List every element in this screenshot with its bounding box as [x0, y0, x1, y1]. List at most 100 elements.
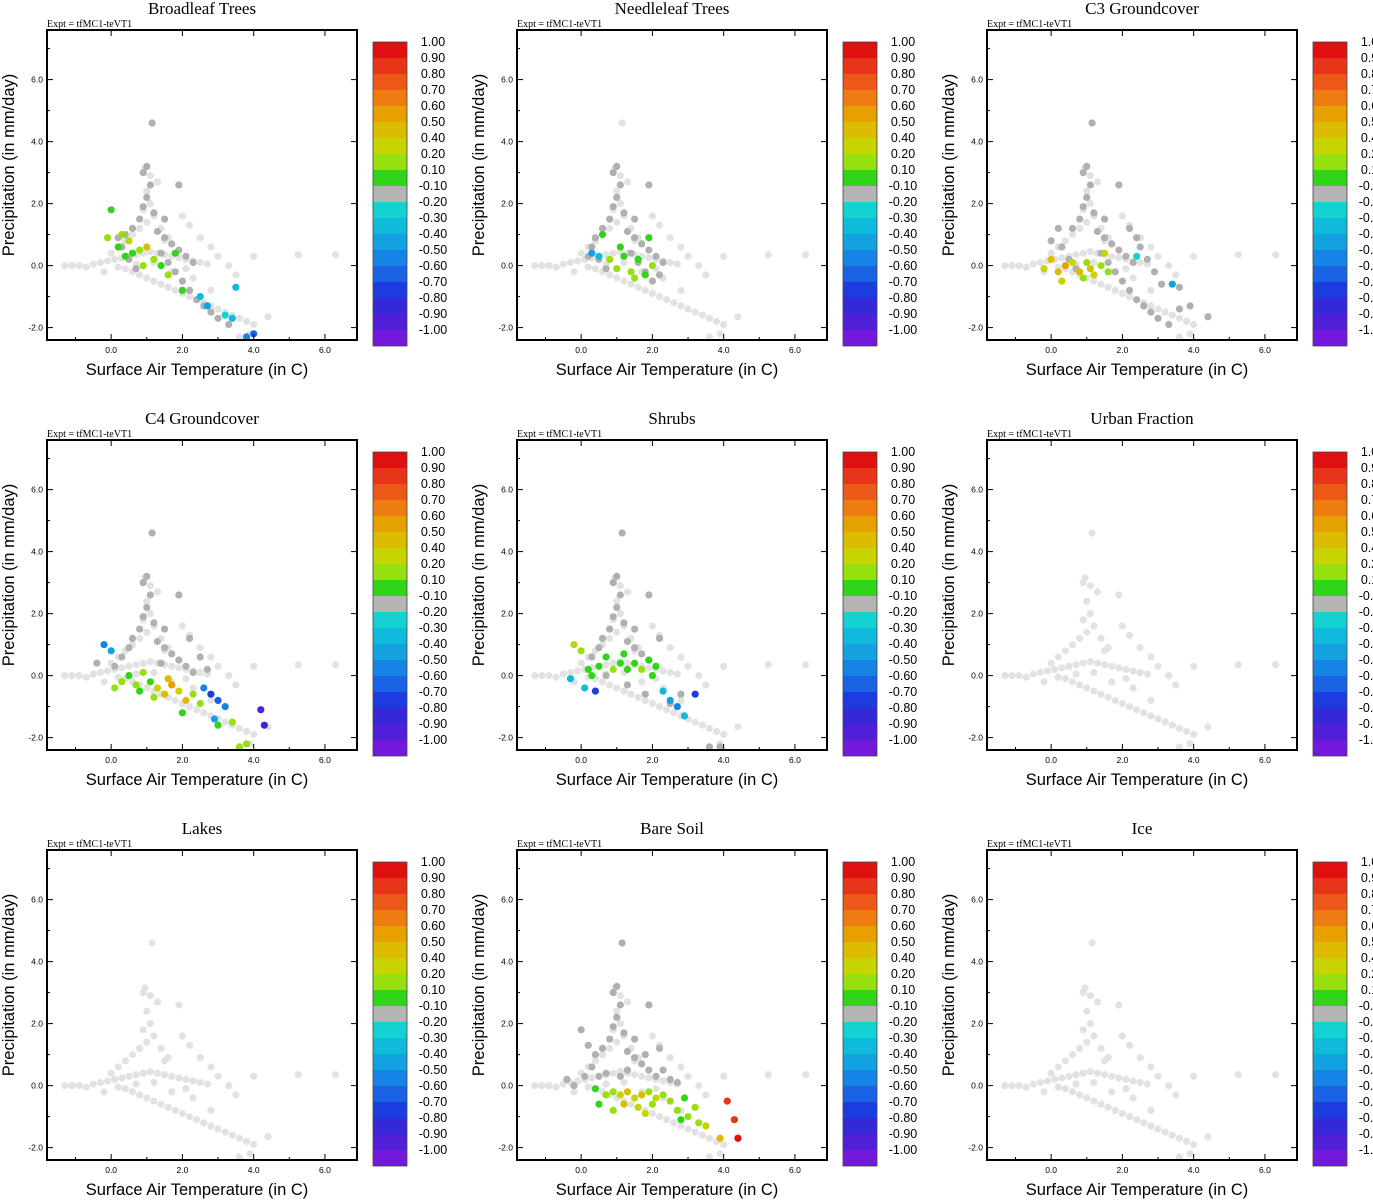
neutral-point	[630, 215, 639, 223]
colorbar-label: 0.90	[421, 871, 445, 885]
colorbar-label: -1.00	[889, 733, 918, 747]
colorbar-cell	[843, 548, 877, 564]
background-point	[1079, 616, 1087, 624]
colorbar-cell	[373, 282, 407, 298]
background-point	[684, 1072, 692, 1080]
background-point	[189, 1077, 197, 1085]
background-point	[146, 1020, 154, 1028]
colorbar-cell	[1313, 580, 1347, 596]
y-tick-label: 6.0	[31, 485, 43, 495]
data-point	[638, 665, 646, 673]
background-point	[1040, 1088, 1048, 1096]
neutral-point	[606, 1035, 614, 1043]
data-point	[118, 678, 126, 686]
data-point	[139, 262, 147, 270]
background-point	[641, 286, 649, 294]
plot-frame	[516, 29, 828, 341]
background-point	[545, 1082, 553, 1090]
colorbar-label: 0.80	[891, 887, 915, 901]
x-tick-label: 4.0	[248, 755, 260, 765]
data-point	[623, 1088, 632, 1096]
background-point	[214, 1072, 222, 1080]
colorbar-cell	[1313, 282, 1347, 298]
colorbar-cell	[373, 42, 407, 58]
background-point	[132, 1071, 140, 1079]
neutral-point	[148, 529, 156, 537]
neutral-point	[645, 1001, 653, 1009]
neutral-point	[168, 240, 176, 248]
background-point	[332, 661, 340, 669]
background-point	[670, 709, 678, 717]
colorbar-label: -0.50	[419, 243, 448, 257]
y-tick-label: 0.0	[971, 1081, 983, 1091]
colorbar-label: 0.60	[1361, 919, 1373, 933]
background-point	[143, 218, 151, 226]
background-point	[613, 684, 621, 692]
colorbar-cell	[1313, 500, 1347, 516]
colorbar-cell	[1313, 58, 1347, 74]
background-point	[207, 653, 215, 661]
background-point	[1161, 308, 1169, 316]
colorbar-label: -0.20	[1359, 195, 1373, 209]
neutral-point	[1133, 234, 1141, 242]
background-point	[652, 1085, 660, 1093]
background-point	[570, 1088, 578, 1096]
colorbar-cell	[1313, 202, 1347, 218]
colorbar-cell	[1313, 122, 1347, 138]
background-point	[1104, 283, 1112, 291]
colorbar-cell	[843, 266, 877, 282]
background-point	[645, 254, 653, 262]
colorbar-cell	[1313, 1022, 1347, 1038]
panel-title: Needleleaf Trees	[615, 0, 730, 18]
colorbar-label: 1.00	[891, 855, 915, 869]
data-point	[673, 1106, 681, 1114]
background-point	[705, 314, 714, 322]
colorbar-cell	[1313, 468, 1347, 484]
background-point	[1093, 1069, 1102, 1077]
data-point	[620, 252, 628, 260]
colorbar-label: -0.30	[889, 621, 918, 635]
colorbar-cell	[843, 862, 877, 878]
background-point	[720, 730, 728, 739]
background-point	[146, 610, 154, 618]
colorbar: 1.00 0.90 0.80 0.70 0.60 0.50 0.40 0.20 0.10 -0.1…	[842, 445, 918, 757]
colorbar-label: -1.00	[1359, 733, 1373, 747]
colorbar-label: 0.50	[421, 935, 445, 949]
background-point	[1168, 311, 1176, 319]
background-point	[641, 696, 649, 704]
background-point	[609, 659, 617, 667]
background-point	[1090, 687, 1098, 695]
background-point	[1136, 668, 1144, 677]
colorbar-label: -0.80	[419, 1111, 448, 1125]
background-point	[1090, 258, 1098, 267]
background-point	[1086, 172, 1094, 180]
data-point	[613, 265, 621, 273]
experiment-label: Expt = tfMC1-teVT1	[47, 429, 132, 440]
neutral-point	[613, 1013, 621, 1021]
colorbar-cell	[1313, 138, 1347, 154]
background-point	[207, 243, 215, 251]
colorbar-label: 1.00	[421, 35, 445, 49]
y-tick-label: 2.0	[971, 1019, 983, 1029]
background-point	[1083, 1038, 1091, 1046]
background-point	[1081, 984, 1089, 992]
background-point	[1172, 1091, 1180, 1099]
background-point	[185, 703, 194, 711]
neutral-point	[143, 193, 151, 201]
background-point	[698, 311, 706, 319]
neutral-point	[598, 1044, 607, 1052]
background-point	[189, 274, 197, 282]
background-point	[160, 1057, 169, 1065]
colorbar-cell	[843, 1086, 877, 1102]
neutral-point	[616, 1001, 624, 1009]
background-point	[1186, 330, 1194, 338]
data-point	[125, 237, 133, 245]
colorbar-cell	[843, 644, 877, 660]
data-point	[648, 672, 657, 680]
neutral-point	[618, 939, 626, 947]
background-point	[655, 221, 664, 229]
background-point	[655, 703, 664, 711]
colorbar-cell	[1313, 1038, 1347, 1054]
colorbar-label: 0.70	[421, 83, 445, 97]
data-point	[691, 1103, 699, 1111]
